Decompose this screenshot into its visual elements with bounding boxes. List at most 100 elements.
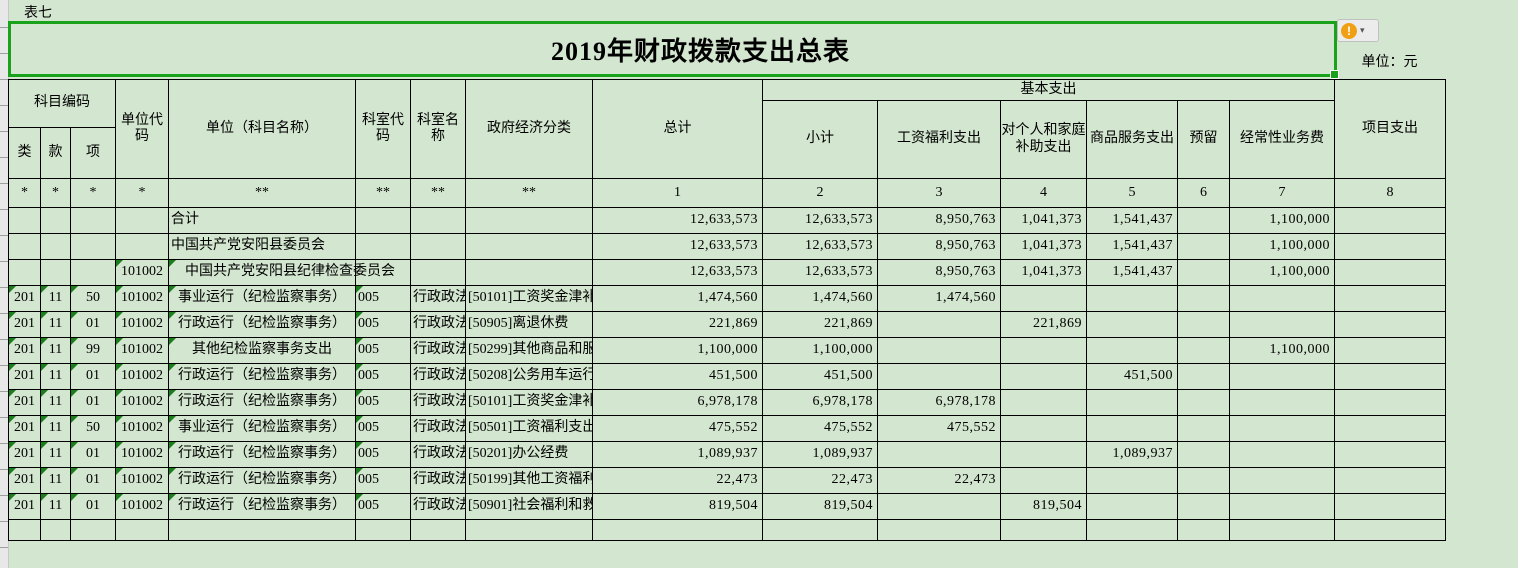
cell[interactable]	[1000, 285, 1087, 312]
header-office-code[interactable]: 科室代码	[355, 79, 411, 179]
cell[interactable]: 1,474,560	[592, 285, 763, 312]
cell[interactable]: 中国共产党安阳县纪律检查委员会	[168, 259, 395, 286]
header-basic-expenditure-group[interactable]: 基本支出	[762, 79, 1335, 101]
cell[interactable]	[877, 311, 1001, 338]
cell[interactable]: 6,978,178	[592, 389, 763, 416]
cell[interactable]: 7	[1229, 178, 1335, 208]
cell[interactable]: 行政运行（纪检监察事务）	[168, 389, 356, 416]
cell[interactable]	[1000, 467, 1087, 494]
cell[interactable]: 11	[40, 467, 71, 494]
cell[interactable]	[877, 493, 1001, 520]
cell[interactable]: 22,473	[592, 467, 763, 494]
cell[interactable]: 1,100,000	[592, 337, 763, 364]
cell[interactable]: 1,089,937	[1086, 441, 1178, 468]
cell[interactable]	[70, 233, 116, 260]
cell[interactable]: 11	[40, 311, 71, 338]
cell[interactable]: 01	[70, 467, 116, 494]
cell[interactable]: 22,473	[877, 467, 1001, 494]
cell[interactable]	[1229, 285, 1335, 312]
cell[interactable]: 475,552	[592, 415, 763, 442]
cell[interactable]	[1334, 233, 1446, 260]
cell[interactable]: 101002	[115, 259, 169, 286]
cell[interactable]	[1177, 467, 1230, 494]
cell[interactable]: 12,633,573	[762, 233, 878, 260]
cell[interactable]: 01	[70, 389, 116, 416]
cell[interactable]: 11	[40, 389, 71, 416]
cell[interactable]: 12,633,573	[762, 207, 878, 234]
cell[interactable]	[1177, 493, 1230, 520]
cell[interactable]	[1334, 363, 1446, 390]
cell[interactable]	[8, 233, 41, 260]
cell[interactable]: 行政政法	[410, 493, 466, 520]
cell[interactable]: 4	[1000, 178, 1087, 208]
header-regular-business[interactable]: 经常性业务费	[1229, 100, 1335, 179]
cell[interactable]: 行政运行（纪检监察事务）	[168, 441, 356, 468]
cell[interactable]: 101002	[115, 285, 169, 312]
cell[interactable]: 101002	[115, 363, 169, 390]
cell[interactable]: 2	[762, 178, 878, 208]
cell[interactable]	[115, 233, 169, 260]
cell[interactable]: 行政政法	[410, 285, 466, 312]
cell[interactable]: 01	[70, 441, 116, 468]
cell[interactable]: *	[40, 178, 71, 208]
cell[interactable]	[115, 519, 169, 541]
cell[interactable]: 50	[70, 415, 116, 442]
cell[interactable]: 1,089,937	[762, 441, 878, 468]
cell[interactable]	[1000, 519, 1087, 541]
cell[interactable]	[1177, 259, 1230, 286]
cell[interactable]: 451,500	[1086, 363, 1178, 390]
cell[interactable]	[1177, 441, 1230, 468]
cell[interactable]	[762, 519, 878, 541]
cell[interactable]: **	[355, 178, 411, 208]
cell[interactable]: [50101]工资奖金津补	[465, 285, 593, 312]
cell[interactable]: 101002	[115, 467, 169, 494]
cell[interactable]: 1,089,937	[592, 441, 763, 468]
cell[interactable]: 行政政法	[410, 389, 466, 416]
cell[interactable]: 201	[8, 363, 41, 390]
selected-range[interactable]: 2019年财政拨款支出总表	[8, 21, 1339, 79]
cell[interactable]: **	[168, 178, 356, 208]
cell[interactable]: 005	[355, 441, 411, 468]
header-class[interactable]: 类	[8, 127, 41, 179]
cell[interactable]	[1334, 467, 1446, 494]
cell[interactable]: 819,504	[1000, 493, 1087, 520]
cell[interactable]: 12,633,573	[592, 207, 763, 234]
cell[interactable]: 12,633,573	[592, 233, 763, 260]
cell[interactable]	[1177, 337, 1230, 364]
cell[interactable]: 005	[355, 389, 411, 416]
cell[interactable]: [50201]办公经费	[465, 441, 593, 468]
cell[interactable]	[1086, 493, 1178, 520]
cell[interactable]	[1177, 207, 1230, 234]
cell[interactable]: 事业运行（纪检监察事务）	[168, 285, 356, 312]
cell[interactable]: 8,950,763	[877, 259, 1001, 286]
cell[interactable]: 451,500	[592, 363, 763, 390]
cell[interactable]	[410, 233, 466, 260]
cell[interactable]	[877, 337, 1001, 364]
cell[interactable]: 221,869	[592, 311, 763, 338]
cell[interactable]	[40, 259, 71, 286]
cell[interactable]	[465, 207, 593, 234]
header-unit-name[interactable]: 单位（科目名称）	[168, 79, 356, 179]
header-goods-services[interactable]: 商品服务支出	[1086, 100, 1178, 179]
cell[interactable]	[465, 259, 593, 286]
header-gov-econ-class[interactable]: 政府经济分类	[465, 79, 593, 179]
cell[interactable]: 1,041,373	[1000, 259, 1087, 286]
cell[interactable]: 6,978,178	[762, 389, 878, 416]
cell[interactable]: 201	[8, 415, 41, 442]
cell[interactable]	[1229, 415, 1335, 442]
cell[interactable]	[1177, 389, 1230, 416]
cell[interactable]: [50101]工资奖金津补	[465, 389, 593, 416]
cell[interactable]	[1000, 389, 1087, 416]
cell[interactable]: 行政运行（纪检监察事务）	[168, 311, 356, 338]
cell[interactable]	[877, 441, 1001, 468]
cell[interactable]: 行政政法	[410, 415, 466, 442]
header-subject-code[interactable]: 科目编码	[8, 79, 116, 128]
cell[interactable]: 8,950,763	[877, 207, 1001, 234]
cell[interactable]: 8	[1334, 178, 1446, 208]
cell[interactable]: [50199]其他工资福利	[465, 467, 593, 494]
header-reserved[interactable]: 预留	[1177, 100, 1230, 179]
cell[interactable]: 1,041,373	[1000, 207, 1087, 234]
cell[interactable]	[1086, 389, 1178, 416]
header-subtotal[interactable]: 小计	[762, 100, 878, 179]
cell[interactable]	[40, 207, 71, 234]
